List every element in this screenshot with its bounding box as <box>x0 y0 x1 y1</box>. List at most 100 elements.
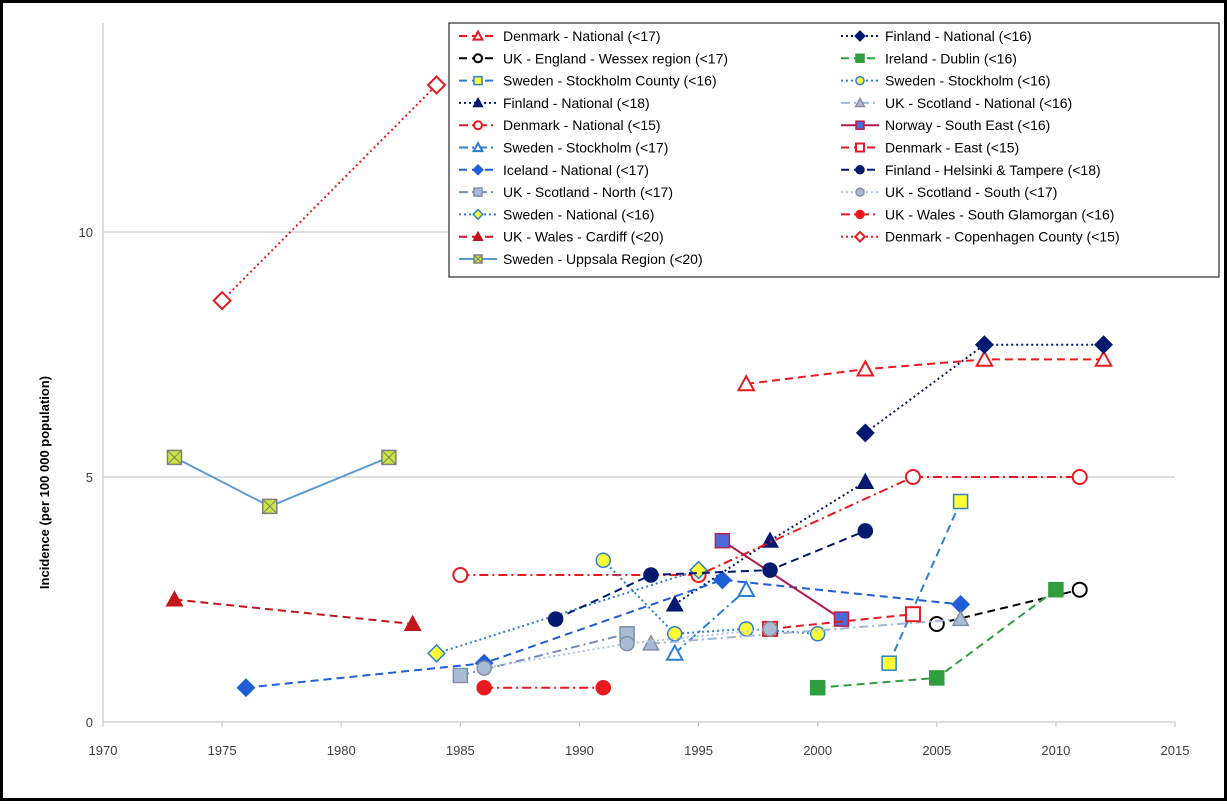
series-line <box>460 476 1080 576</box>
series-21 <box>212 75 447 311</box>
legend-label: Sweden - Stockholm (<17) <box>503 140 668 156</box>
data-point <box>833 611 850 627</box>
legend-item: Sweden - Stockholm (<16) <box>841 73 1050 89</box>
series-line <box>769 613 914 630</box>
x-tick-label: 1975 <box>208 743 237 758</box>
legend-item: Sweden - National (<16) <box>459 206 654 222</box>
legend-label: Norway - South East (<16) <box>885 117 1050 133</box>
data-point <box>928 616 945 632</box>
data-point <box>666 626 683 642</box>
data-point <box>452 667 469 684</box>
series-line <box>746 358 1104 385</box>
legend-item: UK - Scotland - South (<17) <box>841 184 1057 200</box>
data-point <box>403 614 422 632</box>
legend-label: UK - England - Wessex region (<17) <box>503 50 728 66</box>
x-tick-label: 1970 <box>89 743 118 758</box>
legend-swatch-marker <box>855 187 865 197</box>
legend-item: Norway - South East (<16) <box>841 117 1050 133</box>
legend-swatch-marker <box>472 230 484 242</box>
y-tick-label: 0 <box>86 715 93 730</box>
legend-swatch-marker <box>854 96 866 108</box>
data-point <box>595 679 612 696</box>
data-point <box>809 679 826 696</box>
data-point <box>904 469 921 485</box>
data-point <box>952 493 969 510</box>
legend-item: Denmark - National (<15) <box>459 117 661 133</box>
chart-svg: 1970 1975 1980 1985 1990 1995 2000 2005 2010 2015… <box>37 22 1220 758</box>
legend-label: UK - Scotland - South (<17) <box>885 184 1057 200</box>
data-point <box>476 679 492 696</box>
x-tick-label: 2010 <box>1041 743 1070 758</box>
y-tick-label: 5 <box>86 470 93 485</box>
legend-label: Finland - National (<16) <box>885 28 1032 44</box>
legend-item: Ireland - Dublin (<16) <box>841 50 1017 66</box>
series-18 <box>547 523 874 627</box>
series-6 <box>665 579 756 661</box>
series-line <box>602 559 818 635</box>
series-10 <box>165 590 422 632</box>
legend-label: Sweden - Stockholm (<16) <box>885 73 1050 89</box>
data-point <box>904 606 921 623</box>
series-line <box>436 569 699 655</box>
data-point <box>856 472 875 489</box>
data-point <box>736 374 756 392</box>
legend-item: Denmark - Copenhagen County (<15) <box>841 229 1120 245</box>
data-point <box>929 670 945 686</box>
data-point <box>619 635 635 652</box>
data-point <box>1071 469 1088 485</box>
series-11 <box>166 449 397 515</box>
legend-swatch-marker <box>855 165 865 175</box>
series-3 <box>881 493 969 671</box>
data-point-cross <box>167 450 182 465</box>
legend-swatch-marker <box>471 141 485 153</box>
legend-label: Sweden - Uppsala Region (<20) <box>503 251 703 267</box>
data-point <box>975 349 994 367</box>
legend-swatch-marker <box>473 53 483 64</box>
data-point <box>426 75 447 95</box>
series-20 <box>476 679 612 696</box>
series-5 <box>452 469 1088 583</box>
legend-swatch-marker <box>855 75 865 86</box>
data-point <box>212 290 232 311</box>
axis-layer: 1970 1975 1980 1985 1990 1995 2000 2005 2010 2015… <box>37 23 1189 758</box>
series-line <box>221 84 438 302</box>
legend-item: Sweden - Uppsala Region (<20) <box>459 251 703 267</box>
legend-item: Finland - National (<18) <box>459 95 650 111</box>
legend-label: Denmark - East (<15) <box>885 140 1019 156</box>
series-15 <box>641 609 970 651</box>
data-point <box>1071 581 1088 598</box>
legend-label: Denmark - National (<15) <box>503 117 661 133</box>
legend-label: UK - Scotland - North (<17) <box>503 184 673 200</box>
legend-item: Finland - Helsinki & Tampere (<18) <box>841 162 1101 178</box>
series-line <box>555 529 866 621</box>
y-axis-title: Incidence (per 100 000 population) <box>37 376 52 589</box>
data-point <box>165 590 184 607</box>
x-tick-label: 1990 <box>565 743 594 758</box>
series-13 <box>809 581 1064 696</box>
series-19 <box>476 621 778 676</box>
series-1 <box>736 349 1113 392</box>
legend-item: Denmark - National (<17) <box>459 28 661 44</box>
legend-swatch-marker <box>471 29 485 41</box>
legend-label: UK - Scotland - National (<16) <box>885 95 1072 111</box>
x-tick-label: 2015 <box>1161 743 1190 758</box>
legend-swatch-marker <box>473 120 483 131</box>
legend-label: UK - Wales - South Glamorgan (<16) <box>885 206 1114 222</box>
legend-swatch-marker <box>473 75 483 86</box>
data-point <box>665 595 684 612</box>
series-line <box>174 456 390 508</box>
data-point-cross <box>262 499 278 514</box>
series-line <box>721 539 843 620</box>
data-point <box>762 621 778 637</box>
series-4 <box>665 472 875 612</box>
legend-swatch-marker <box>855 209 865 220</box>
series-12 <box>855 335 1113 443</box>
data-point <box>547 611 564 627</box>
data-point <box>1048 581 1064 598</box>
data-point <box>236 678 256 698</box>
legend-swatch-marker <box>472 163 484 176</box>
series-line <box>888 501 962 664</box>
legend-swatch-marker <box>855 53 865 64</box>
legend-item: Sweden - Stockholm (<17) <box>459 140 668 156</box>
